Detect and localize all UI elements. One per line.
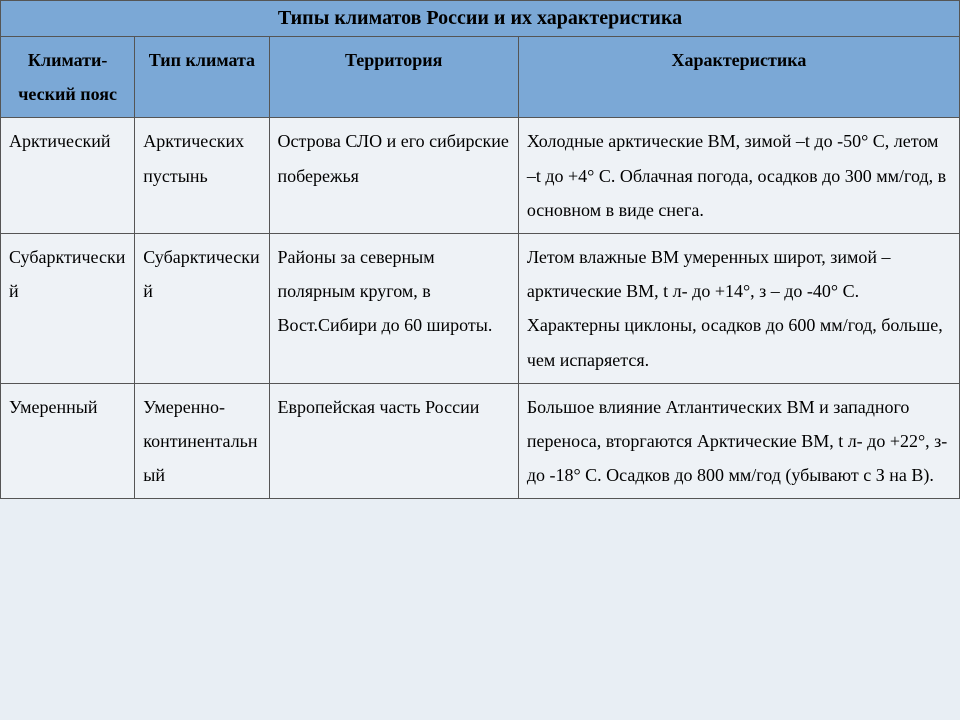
table-row: Арктический Арктических пустынь Острова … <box>1 118 960 234</box>
col-type: Тип климата <box>135 37 269 118</box>
cell-char: Холодные арктические ВМ, зимой –t до -50… <box>518 118 959 234</box>
cell-type: Субарктический <box>135 233 269 383</box>
cell-char: Летом влажные ВМ умеренных широт, зимой … <box>518 233 959 383</box>
table-title: Типы климатов России и их характеристика <box>0 0 960 36</box>
cell-territory: Острова СЛО и его сибирские побережья <box>269 118 518 234</box>
header-row: Климати-ческий пояс Тип климата Территор… <box>1 37 960 118</box>
table-row: Субарктический Субарктический Районы за … <box>1 233 960 383</box>
table-row: Умеренный Умеренно-континентальный Европ… <box>1 383 960 499</box>
cell-char: Большое влияние Атлантических ВМ и запад… <box>518 383 959 499</box>
cell-belt: Субарктический <box>1 233 135 383</box>
col-territory: Территория <box>269 37 518 118</box>
climate-table: Климати-ческий пояс Тип климата Территор… <box>0 36 960 499</box>
cell-type: Умеренно-континентальный <box>135 383 269 499</box>
cell-belt: Умеренный <box>1 383 135 499</box>
col-belt: Климати-ческий пояс <box>1 37 135 118</box>
col-characteristic: Характеристика <box>518 37 959 118</box>
cell-type: Арктических пустынь <box>135 118 269 234</box>
cell-territory: Европейская часть России <box>269 383 518 499</box>
cell-territory: Районы за северным полярным кругом, в Во… <box>269 233 518 383</box>
table-container: Типы климатов России и их характеристика… <box>0 0 960 499</box>
cell-belt: Арктический <box>1 118 135 234</box>
